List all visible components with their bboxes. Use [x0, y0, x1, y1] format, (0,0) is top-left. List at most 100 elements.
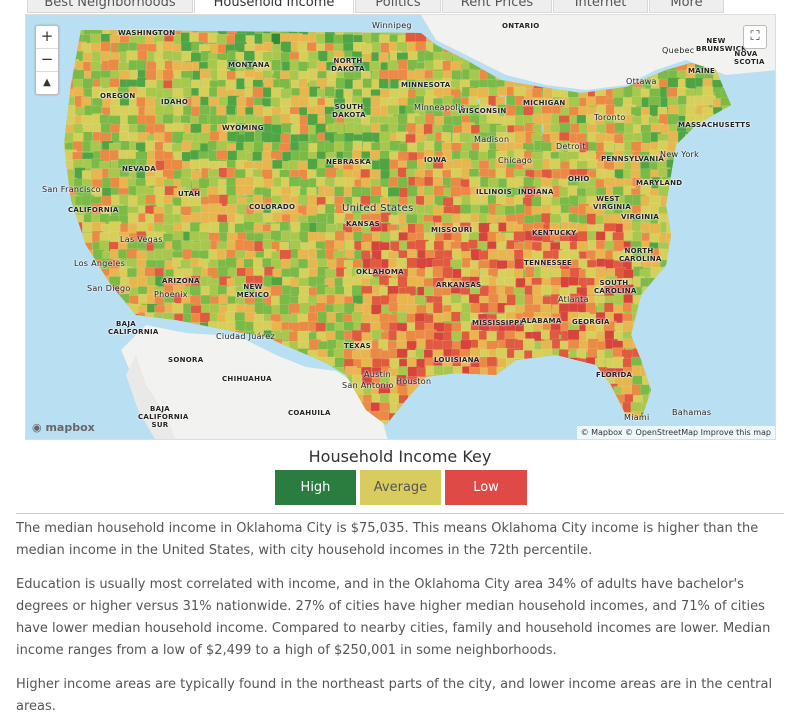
mapbox-logo[interactable]: ◉ mapbox [32, 421, 95, 434]
tab-rent-prices[interactable]: Rent Prices [442, 0, 552, 13]
income-cell [64, 105, 66, 117]
income-cell [388, 412, 399, 425]
income-cell [712, 231, 723, 244]
income-cell [66, 304, 79, 318]
tab-internet[interactable]: Internet [553, 0, 648, 13]
income-cell [351, 95, 362, 106]
income-cell [677, 338, 689, 349]
income-cell [740, 197, 751, 206]
income-cell [316, 176, 326, 187]
income-cell [541, 374, 555, 388]
income-cell [684, 133, 699, 145]
income-cell [642, 375, 652, 386]
label-arkansas: ARKANSAS [436, 281, 482, 289]
tab-best-neighborhoods[interactable]: Best Neighborhoods [27, 0, 193, 13]
income-cell [693, 187, 705, 199]
compass-button[interactable]: ▲ [43, 77, 51, 88]
income-cell [64, 98, 69, 108]
income-cell [722, 294, 731, 306]
fullscreen-button[interactable]: ⛶ [743, 25, 767, 49]
label-texas: TEXAS [344, 342, 371, 350]
income-cell [90, 358, 101, 372]
income-cell [460, 392, 472, 405]
income-cell [414, 392, 428, 403]
label-alabama: ALABAMA [521, 317, 562, 325]
income-cell [64, 241, 74, 253]
income-cell [730, 212, 731, 226]
income-cell [713, 266, 724, 277]
income-cell [523, 377, 537, 388]
income-cell [99, 304, 112, 316]
map-attribution[interactable]: © Mapbox © OpenStreetMap Improve this ma… [576, 426, 775, 439]
zoom-out-button[interactable]: − [36, 49, 58, 72]
income-cell [461, 376, 475, 390]
income-cell [677, 332, 691, 344]
tab-household-income[interactable]: Household Income [194, 0, 354, 13]
income-cell [64, 30, 76, 37]
income-cell [180, 177, 191, 188]
tab-politics[interactable]: Politics [355, 0, 441, 13]
income-cell [595, 248, 607, 261]
income-cell [678, 358, 691, 372]
income-cell [244, 131, 255, 143]
income-cell [180, 77, 191, 89]
income-cell [127, 420, 139, 425]
income-cell [694, 304, 705, 317]
income-cell [64, 232, 67, 244]
income-cell [739, 105, 748, 116]
income-cell [650, 356, 661, 367]
income-cell [64, 314, 66, 324]
income-cell [378, 78, 389, 89]
income-cell [732, 386, 744, 399]
income-cell [677, 302, 691, 315]
label-united-states: United States [342, 203, 414, 214]
income-cell [721, 401, 731, 412]
tab-more[interactable]: More [649, 0, 724, 13]
income-cell [101, 195, 113, 206]
income-cell [82, 339, 97, 352]
income-cell [460, 312, 472, 322]
income-cell [551, 402, 565, 415]
income-cell [387, 104, 399, 115]
income-cell [650, 402, 661, 416]
income-cell [64, 338, 77, 351]
income-cell [694, 260, 708, 271]
income-cell [722, 341, 731, 354]
income-cell [640, 384, 650, 396]
income-cell [721, 356, 731, 370]
income-cell [73, 241, 84, 254]
income-cell [703, 357, 715, 368]
label-new-brunswick: NEW BRUNSWICK [696, 37, 747, 53]
income-cell [299, 124, 310, 136]
income-cell [111, 411, 123, 421]
income-cell [704, 194, 719, 207]
income-cell [199, 322, 210, 334]
income-cell [495, 348, 509, 359]
income-cell [64, 266, 75, 280]
income-cell [405, 420, 419, 425]
income-cell [64, 213, 78, 227]
income-cell [695, 158, 706, 170]
income-cell [270, 97, 282, 108]
income-cell [306, 42, 317, 52]
income-cell [119, 70, 130, 81]
income-cell [730, 79, 731, 91]
income-cell [243, 221, 256, 231]
income-cell [64, 311, 76, 324]
income-cell [587, 412, 599, 424]
income-cell [451, 322, 463, 333]
income-cell [244, 77, 255, 88]
income-cell [387, 59, 398, 72]
income-cell [333, 213, 345, 225]
income-cell [730, 150, 731, 161]
label-baja-california-sur: BAJA CALIFORNIA SUR [138, 405, 189, 429]
income-cell [594, 358, 605, 368]
income-cell [648, 338, 661, 350]
income-cell [64, 365, 70, 379]
income-cell [531, 196, 542, 208]
income-cell [676, 240, 690, 251]
income-map[interactable]: WASHINGTON MONTANA NORTH DAKOTA MINNESOT… [25, 14, 776, 440]
income-cell [162, 312, 175, 325]
zoom-in-button[interactable]: + [36, 26, 58, 49]
label-north-carolina: NORTH CAROLINA [619, 247, 662, 263]
